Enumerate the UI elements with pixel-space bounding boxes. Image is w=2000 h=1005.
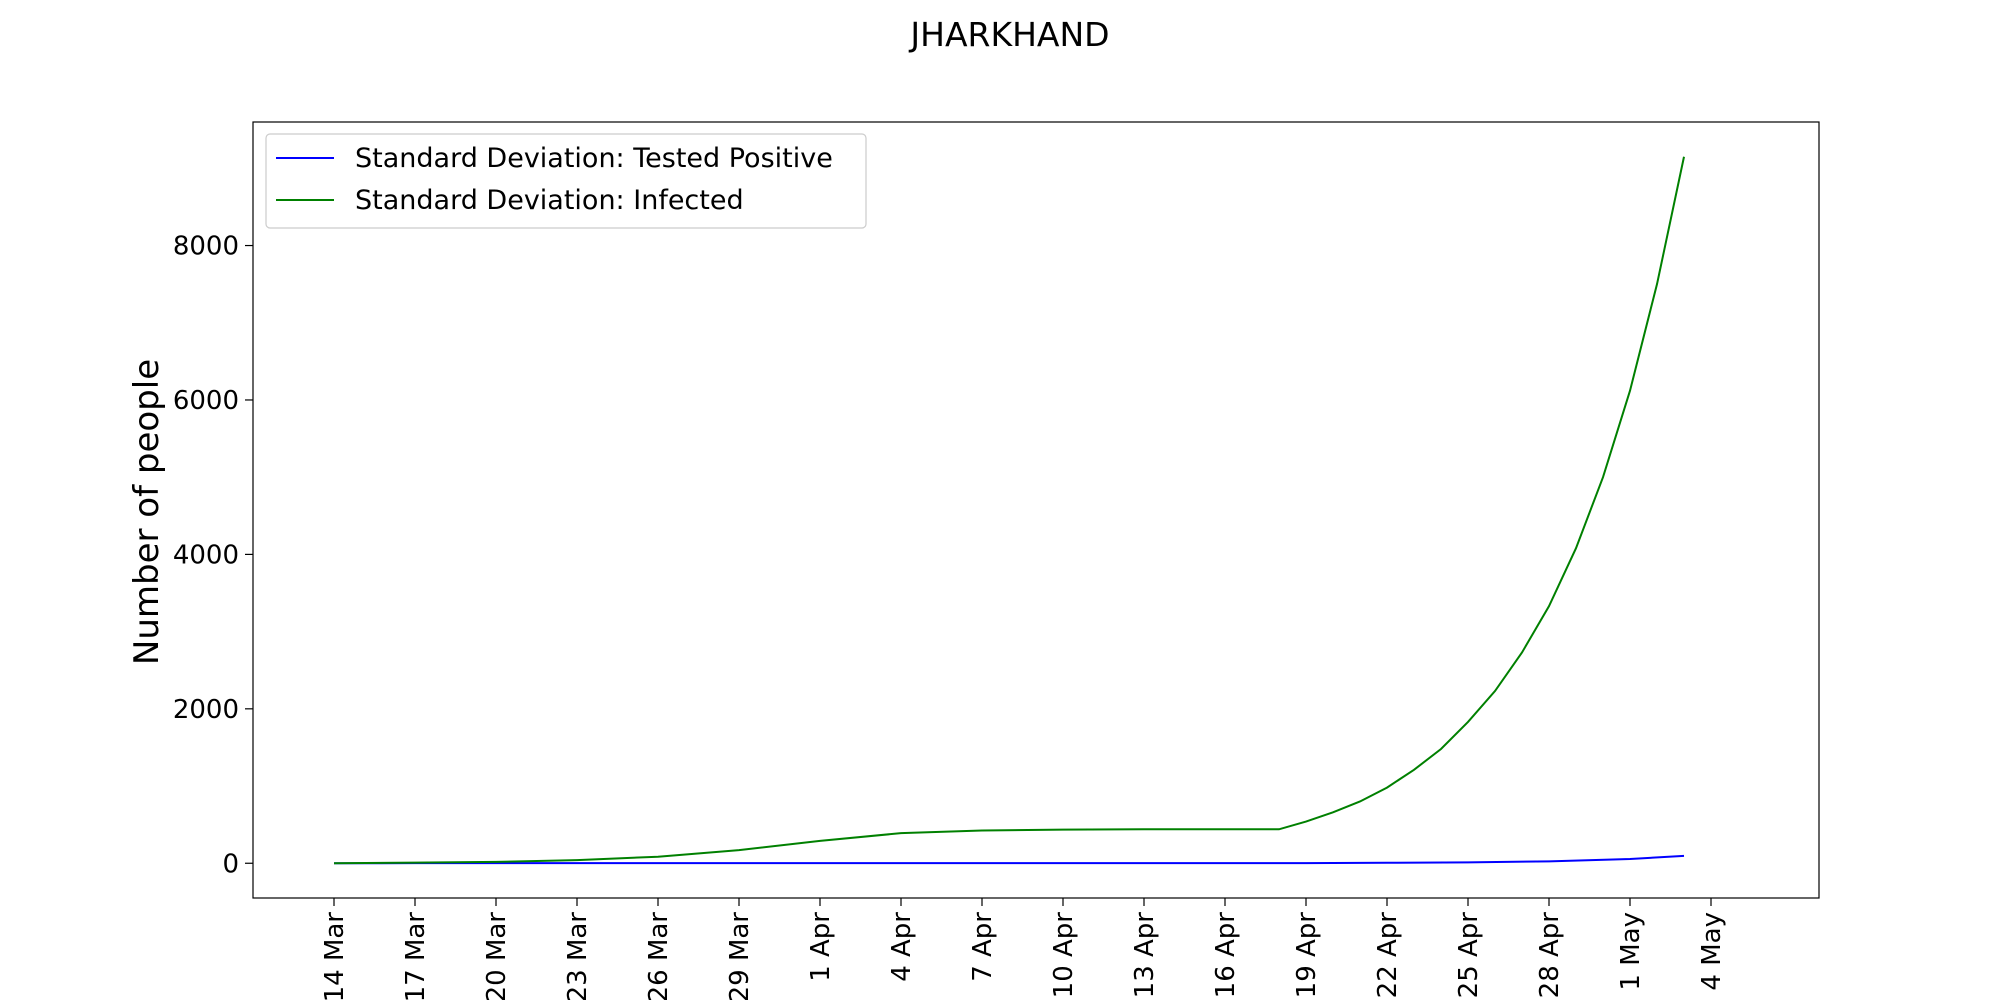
y-tick-label: 6000 <box>173 386 239 416</box>
x-tick-label: 13 Apr <box>1130 912 1160 999</box>
y-tick-label: 8000 <box>173 232 239 262</box>
x-tick-label: 22 Apr <box>1373 912 1403 999</box>
x-tick-label: 17 Mar <box>401 912 431 1000</box>
y-tick-label: 4000 <box>173 540 239 570</box>
y-tick-label: 2000 <box>173 695 239 725</box>
y-tick-label: 0 <box>222 849 239 879</box>
legend-label: Standard Deviation: Infected <box>355 185 744 216</box>
x-tick-label: 28 Apr <box>1535 912 1565 999</box>
x-tick-label: 23 Mar <box>563 912 593 1000</box>
plot-frame <box>252 121 1820 899</box>
x-tick-label: 4 Apr <box>887 912 917 982</box>
plot-area <box>333 156 1685 865</box>
y-axis-label: Number of people <box>127 359 167 665</box>
x-tick-label: 19 Apr <box>1292 912 1322 999</box>
x-tick-label: 29 Mar <box>725 912 755 1000</box>
x-tick-label: 10 Apr <box>1049 912 1079 999</box>
x-tick-label: 25 Apr <box>1454 912 1484 999</box>
legend-box <box>265 133 867 229</box>
series-line-1 <box>333 156 1685 865</box>
x-tick-label: 14 Mar <box>320 912 350 1000</box>
x-tick-label: 1 Apr <box>806 912 836 982</box>
axes: 0 2000 4000 6000 8000 14 Mar 17 Mar 20 Mar 23 Ma… <box>173 121 1820 1002</box>
x-tick-label: 1 May <box>1616 912 1646 991</box>
x-tick-label: 4 May <box>1697 912 1727 991</box>
series-line-0 <box>333 854 1685 865</box>
x-tick-label: 26 Mar <box>644 912 674 1000</box>
x-tick-label: 16 Apr <box>1211 912 1241 999</box>
x-tick-label: 20 Mar <box>482 912 512 1000</box>
legend-label: Standard Deviation: Tested Positive <box>355 143 833 174</box>
legend: Standard Deviation: Tested Positive Stand… <box>265 133 867 229</box>
chart-title: JHARKHAND <box>908 15 1109 54</box>
x-tick-label: 7 Apr <box>968 912 998 982</box>
